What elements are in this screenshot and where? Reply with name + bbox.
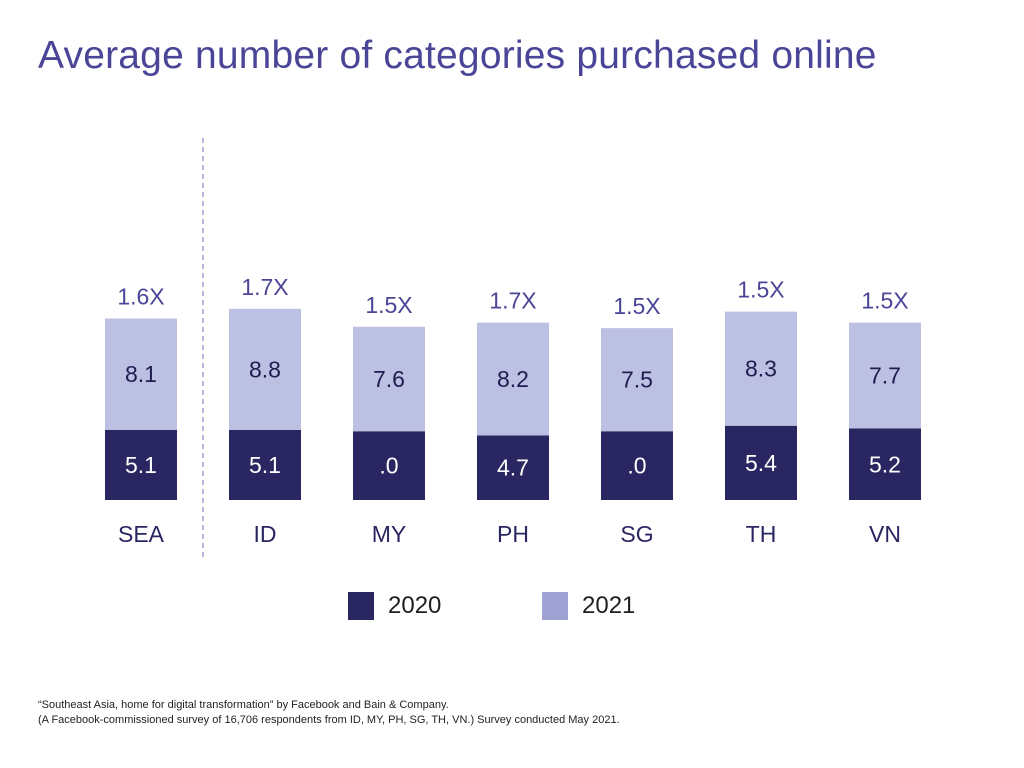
data-label-2021-th: 8.3 — [745, 356, 777, 382]
source-line-2: (A Facebook-commissioned survey of 16,70… — [38, 714, 620, 726]
bar-2020-sg — [601, 431, 673, 500]
bar-2020-ph — [477, 435, 549, 500]
data-label-2021-my: 7.6 — [373, 366, 405, 392]
bar-2020-id — [229, 429, 301, 500]
source-note: “Southeast Asia, home for digital transf… — [38, 698, 620, 728]
x-tick-label-sea: SEA — [118, 521, 165, 547]
legend-swatch-2020 — [348, 592, 374, 620]
x-tick-label-id: ID — [254, 521, 277, 547]
data-label-2020-vn: 5.2 — [869, 451, 901, 477]
bar-2021-my — [353, 326, 425, 432]
data-label-2020-sea: 5.1 — [125, 452, 157, 478]
legend-label-2020: 2020 — [388, 592, 442, 619]
data-label-2021-sea: 8.1 — [125, 361, 157, 387]
growth-label-id: 1.7X — [241, 274, 288, 300]
growth-label-my: 1.5X — [365, 292, 412, 318]
bar-2020-vn — [849, 428, 921, 500]
growth-label-th: 1.5X — [737, 277, 784, 303]
growth-label-ph: 1.7X — [489, 288, 536, 314]
data-label-2021-vn: 7.7 — [869, 363, 901, 389]
growth-label-sg: 1.5X — [613, 293, 660, 319]
growth-label-sea: 1.6X — [117, 284, 164, 310]
bar-2020-my — [353, 431, 425, 500]
bar-2021-sg — [601, 328, 673, 432]
x-tick-label-vn: VN — [869, 521, 901, 547]
legend-item-2021: 2021 — [542, 592, 635, 620]
bar-2021-vn — [849, 322, 921, 429]
data-label-2021-ph: 8.2 — [497, 366, 529, 392]
legend-item-2020: 2020 — [348, 592, 441, 620]
x-tick-label-ph: PH — [497, 521, 529, 547]
data-label-2020-id: 5.1 — [249, 452, 281, 478]
bar-2021-id — [229, 308, 301, 430]
x-tick-label-my: MY — [372, 521, 407, 547]
x-tick-label-th: TH — [746, 521, 777, 547]
legend-swatch-2021 — [542, 592, 568, 620]
data-label-2021-sg: 7.5 — [621, 367, 653, 393]
data-label-2020-sg: .0 — [627, 453, 646, 479]
data-label-2021-id: 8.8 — [249, 356, 281, 382]
x-tick-label-sg: SG — [620, 521, 653, 547]
source-line-1: “Southeast Asia, home for digital transf… — [38, 699, 449, 711]
bar-2020-th — [725, 425, 797, 500]
bar-2021-ph — [477, 322, 549, 436]
bar-2020-sea — [105, 429, 177, 500]
bar-2021-sea — [105, 318, 177, 430]
data-label-2020-my: .0 — [379, 453, 398, 479]
data-label-2020-th: 5.4 — [745, 450, 777, 476]
data-label-2020-ph: 4.7 — [497, 455, 529, 481]
growth-label-vn: 1.5X — [861, 288, 908, 314]
legend: 2020 2021 — [0, 592, 1024, 632]
chart-title: Average number of categories purchased o… — [38, 34, 877, 77]
bar-2021-th — [725, 311, 797, 426]
legend-label-2021: 2021 — [582, 592, 636, 619]
